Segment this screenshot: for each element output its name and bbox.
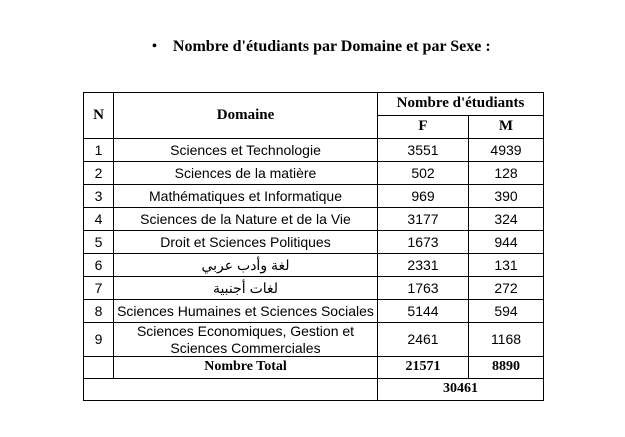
col-header-f: F: [377, 115, 469, 139]
m-value: 128: [468, 161, 544, 185]
row-number: 5: [83, 230, 114, 254]
bullet-icon: •: [152, 39, 157, 54]
f-value: 2331: [377, 253, 469, 277]
domaine-cell: Sciences de la Nature et de la Vie: [113, 207, 378, 231]
total-m-value: 8890: [468, 356, 544, 379]
m-value: 131: [468, 253, 544, 277]
m-value: 1168: [468, 322, 544, 357]
row-number: 7: [83, 276, 114, 300]
total-row-empty-cell: [83, 356, 114, 379]
row-number: 6: [83, 253, 114, 277]
total-label: Nombre Total: [113, 356, 378, 379]
col-header-m: M: [468, 115, 544, 139]
f-value: 502: [377, 161, 469, 185]
m-value: 390: [468, 184, 544, 208]
table-row: 5 Droit et Sciences Politiques 1673 944: [83, 230, 544, 254]
row-number: 2: [83, 161, 114, 185]
page-title: Nombre d'étudiants par Domaine et par Se…: [172, 38, 491, 55]
col-header-nombre-etudiants: Nombre d'étudiants: [377, 92, 544, 116]
section-title-line: • Nombre d'étudiants par Domaine et par …: [152, 38, 491, 56]
m-value: 944: [468, 230, 544, 254]
table-row: 2 Sciences de la matière 502 128: [83, 161, 544, 185]
domaine-cell: Sciences de la matière: [113, 161, 378, 185]
table-row: 4 Sciences de la Nature et de la Vie 317…: [83, 207, 544, 231]
table-row: 7 لغات أجنبية 1763 272: [83, 276, 544, 300]
table-row: 3 Mathématiques et Informatique 969 390: [83, 184, 544, 208]
header-row-1: N Domaine Nombre d'étudiants: [83, 92, 544, 139]
m-value: 272: [468, 276, 544, 300]
row-number: 1: [83, 138, 114, 162]
f-value: 3551: [377, 138, 469, 162]
domaine-cell: Sciences Economiques, Gestion et Science…: [113, 322, 378, 357]
grand-total-row: 30461: [83, 378, 544, 401]
row-number: 9: [83, 322, 114, 357]
domaine-cell: Droit et Sciences Politiques: [113, 230, 378, 254]
table-row: 8 Sciences Humaines et Sciences Sociales…: [83, 299, 544, 323]
total-row: Nombre Total 21571 8890: [83, 356, 544, 379]
row-number: 8: [83, 299, 114, 323]
students-by-domain-table: N Domaine Nombre d'étudiants F M 1 Scien…: [83, 92, 544, 401]
col-header-domaine: Domaine: [113, 92, 378, 139]
f-value: 5144: [377, 299, 469, 323]
row-number: 4: [83, 207, 114, 231]
col-header-n: N: [83, 92, 114, 139]
f-value: 1763: [377, 276, 469, 300]
grand-total-value: 30461: [377, 378, 544, 401]
f-value: 969: [377, 184, 469, 208]
table-row: 9 Sciences Economiques, Gestion et Scien…: [83, 322, 544, 357]
table-row: 6 لغة وأدب عربي 2331 131: [83, 253, 544, 277]
m-value: 594: [468, 299, 544, 323]
m-value: 324: [468, 207, 544, 231]
domaine-cell: لغات أجنبية: [113, 276, 378, 300]
f-value: 1673: [377, 230, 469, 254]
table-row: 1 Sciences et Technologie 3551 4939: [83, 138, 544, 162]
grand-total-spacer: [83, 378, 378, 401]
domaine-cell: Sciences et Technologie: [113, 138, 378, 162]
domaine-cell: Sciences Humaines et Sciences Sociales: [113, 299, 378, 323]
domaine-cell: لغة وأدب عربي: [113, 253, 378, 277]
total-f-value: 21571: [377, 356, 469, 379]
f-value: 3177: [377, 207, 469, 231]
m-value: 4939: [468, 138, 544, 162]
row-number: 3: [83, 184, 114, 208]
domaine-cell: Mathématiques et Informatique: [113, 184, 378, 208]
f-value: 2461: [377, 322, 469, 357]
